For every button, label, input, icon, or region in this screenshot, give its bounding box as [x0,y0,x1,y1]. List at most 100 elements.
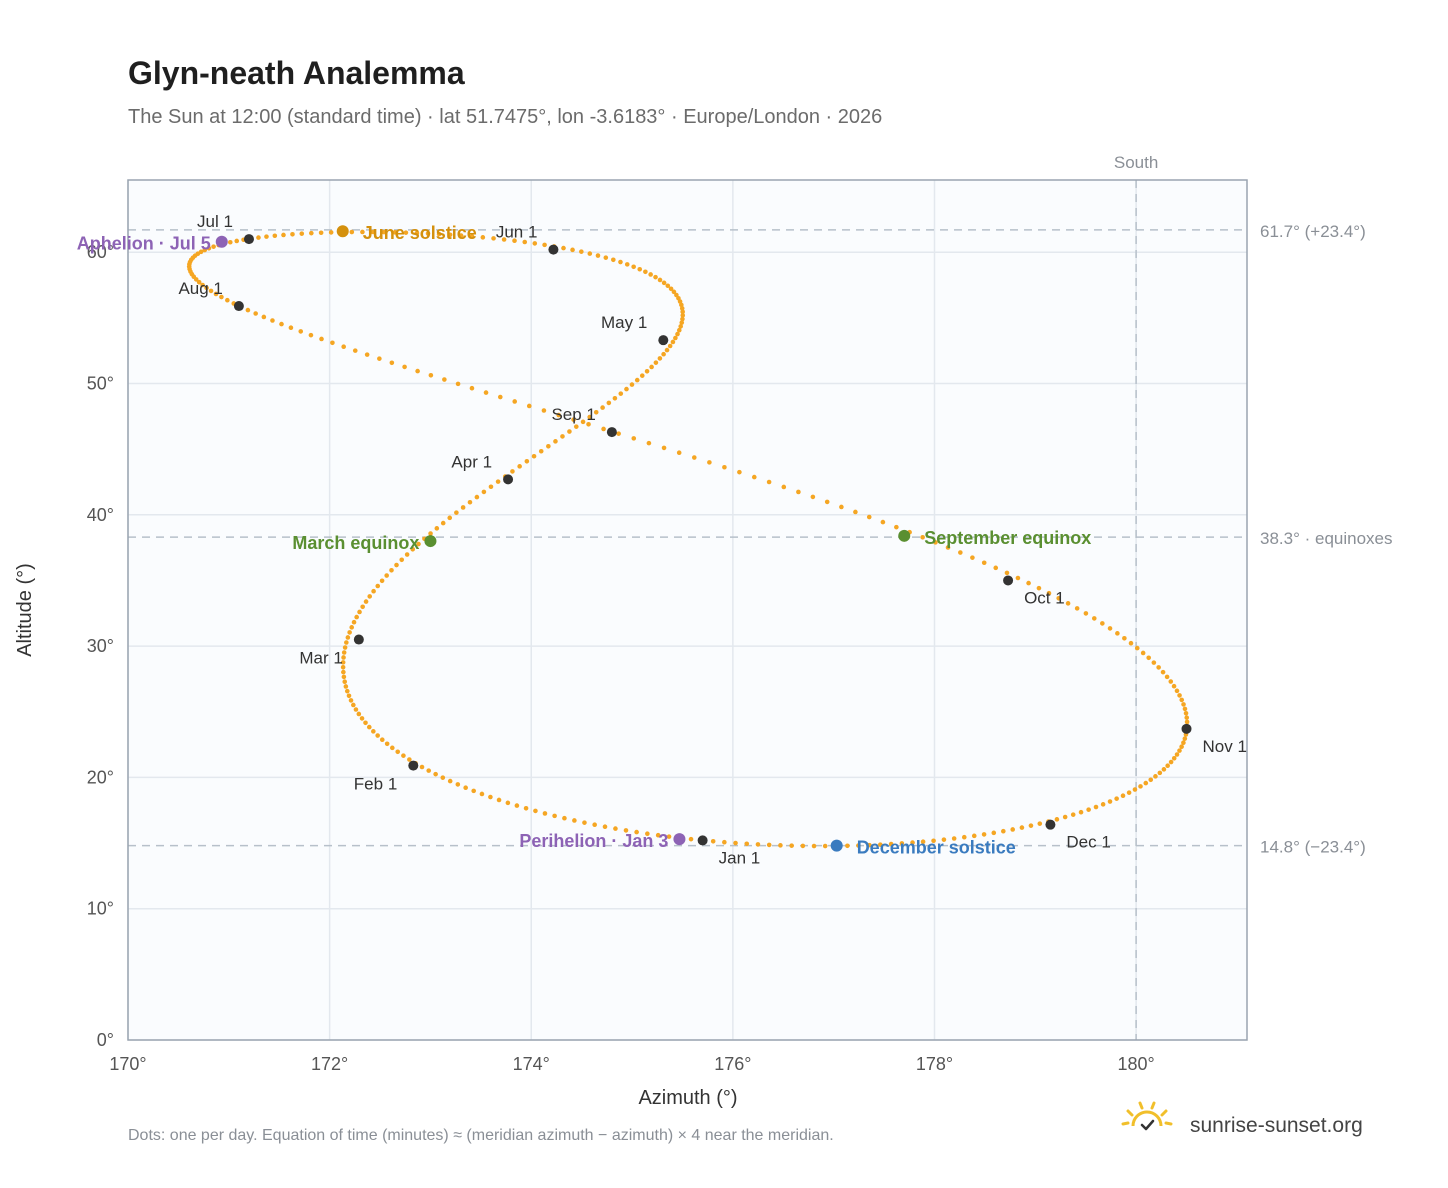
daily-dot [256,235,261,240]
month-marker [606,427,617,438]
daily-dot [670,339,676,345]
daily-dot [811,843,817,849]
daily-dot [671,289,677,295]
daily-dot [766,842,772,848]
daily-dot [845,843,850,849]
daily-dot [1134,645,1140,651]
daily-dot [1184,715,1190,720]
daily-dot [479,791,485,797]
daily-dot [347,630,352,635]
daily-dot [542,242,547,248]
daily-dot [624,262,630,267]
daily-dot [920,839,926,845]
month-marker [1181,723,1192,734]
daily-dot [428,531,433,536]
footnote: Dots: one per day. Equation of time (min… [128,1127,834,1144]
daily-dot [344,688,350,694]
daily-dot [737,469,742,475]
event-marker [673,833,686,846]
daily-dot [631,436,637,441]
daily-dot [341,669,346,675]
daily-dot [1174,688,1180,694]
daily-dot [538,448,544,454]
daily-dot [661,351,666,357]
daily-dot [653,360,659,365]
daily-dot [616,431,621,436]
daily-dot [353,707,359,712]
daily-dot [572,818,577,823]
daily-dot [573,424,579,429]
daily-dot [675,331,680,337]
daily-dot [880,519,886,525]
daily-dot [1100,802,1106,807]
daily-dot [440,520,446,526]
daily-dot [319,336,324,342]
daily-dot [433,771,438,777]
daily-dot [1100,621,1105,626]
daily-dot [1107,799,1113,804]
daily-dot [245,307,251,313]
daily-dot [1056,595,1061,601]
daily-dot [1091,616,1097,621]
daily-dot [379,737,385,743]
daily-dot [501,237,507,242]
event-label: September equinox [924,528,1091,548]
daily-dot [1140,650,1146,656]
daily-dot [375,733,380,738]
daily-dot [839,504,844,510]
daily-dot [933,540,938,545]
daily-dot [272,233,278,239]
daily-dot [595,253,601,258]
daily-dot [781,484,787,490]
daily-dot [497,394,503,400]
daily-dot [522,239,528,245]
daily-dot [377,356,382,361]
daily-dot [1164,674,1170,680]
daily-dot [866,514,872,520]
daily-dot [227,239,233,245]
daily-dot [1070,812,1076,817]
daily-dot [344,640,349,645]
daily-dot [667,343,673,349]
month-label: Mar 1 [299,649,342,668]
y-axis-label: Altitude (°) [14,563,36,657]
daily-dot [961,834,967,840]
month-marker [233,301,244,312]
daily-dot [389,567,394,573]
month-label: Apr 1 [451,452,492,471]
daily-dot [1157,770,1163,776]
daily-dot [1028,823,1034,828]
daily-dot [512,399,518,404]
daily-dot [357,609,362,615]
y-axis-ticks: 0° 10° 20° 30° 40° 50° 60° [87,242,114,1050]
daily-dot [1026,580,1031,586]
daily-dot [653,274,658,280]
daily-dot [463,785,468,790]
month-label: Dec 1 [1066,833,1110,852]
daily-dot [674,292,679,298]
daily-dot [586,421,591,427]
daily-dot [971,833,977,839]
y-tick-label: 30° [87,636,114,656]
daily-dot [1019,825,1025,830]
daily-dot [211,244,216,249]
x-tick-label: 180° [1117,1054,1154,1074]
daily-dot [219,294,224,300]
daily-dot [664,347,670,353]
daily-dot [981,832,987,837]
daily-dot [1153,774,1158,779]
daily-dot [810,494,816,500]
daily-dot [360,604,365,610]
month-label: Feb 1 [354,775,397,794]
daily-dot [1146,655,1151,661]
daily-dot [279,321,284,327]
brand-name[interactable]: sunrise-sunset.org [1190,1114,1363,1137]
daily-dot [587,414,593,420]
daily-dot [1015,575,1021,581]
daily-dot [639,373,645,378]
daily-dot [351,702,356,708]
daily-dot [1004,570,1010,576]
daily-dot [1171,683,1177,689]
daily-dot [253,311,258,316]
daily-dot [366,724,372,730]
